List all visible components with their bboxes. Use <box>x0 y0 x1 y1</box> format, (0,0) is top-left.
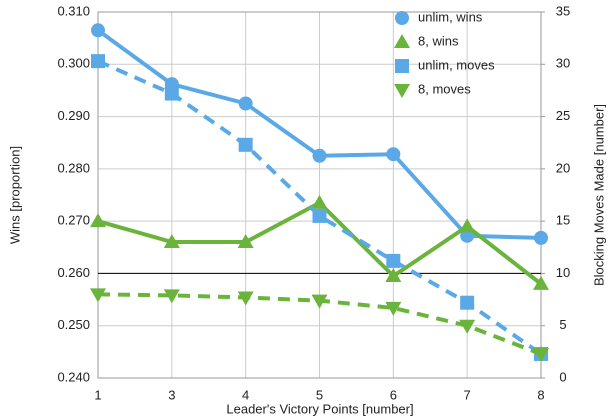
y2-tick-label: 20 <box>556 160 570 175</box>
marker <box>238 96 253 111</box>
y-tick-label: 0.290 <box>57 108 90 123</box>
marker <box>312 148 327 163</box>
marker <box>91 23 105 38</box>
marker <box>237 234 254 249</box>
marker <box>164 86 179 101</box>
x-axis-title: Leader's Victory Points [number] <box>226 401 413 416</box>
marker <box>163 234 180 249</box>
legend-label: unlim, wins <box>418 9 483 24</box>
marker <box>238 137 253 152</box>
marker <box>237 291 254 306</box>
legend-label: unlim, moves <box>418 57 495 72</box>
y2-axis-title: Blocking Moves Made [number] <box>591 104 606 286</box>
y2-tick-label: 25 <box>556 108 570 123</box>
x-tick-label: 4 <box>242 387 249 402</box>
marker <box>395 11 409 25</box>
y-tick-label: 0.300 <box>57 56 90 71</box>
y2-tick-label: 10 <box>556 265 570 280</box>
y-tick-label: 0.280 <box>57 160 90 175</box>
x-tick-label: 7 <box>464 387 471 402</box>
marker <box>385 268 402 283</box>
marker <box>459 319 476 334</box>
x-tick-label: 3 <box>168 387 175 402</box>
marker <box>311 294 328 309</box>
y-tick-label: 0.240 <box>57 369 90 384</box>
y2-tick-label: 5 <box>559 317 566 332</box>
marker <box>90 288 106 303</box>
marker <box>533 275 549 290</box>
y2-tick-label: 30 <box>556 56 570 71</box>
y-axis-title: Wins [proportion] <box>7 146 22 244</box>
x-tick-label: 1 <box>94 387 101 402</box>
y-tick-label: 0.270 <box>57 213 90 228</box>
y-tick-label: 0.310 <box>57 3 90 18</box>
y2-tick-label: 0 <box>559 369 566 384</box>
x-tick-label: 5 <box>316 387 323 402</box>
marker <box>90 213 106 228</box>
marker <box>91 54 105 69</box>
marker <box>459 218 476 233</box>
marker <box>386 147 401 162</box>
marker <box>394 84 410 98</box>
marker <box>533 347 549 362</box>
legend-label: 8, moves <box>418 81 471 96</box>
x-tick-label: 8 <box>537 387 544 402</box>
y2-tick-label: 15 <box>556 213 570 228</box>
y-tick-label: 0.250 <box>57 317 90 332</box>
marker <box>311 194 328 209</box>
marker <box>385 301 402 316</box>
marker <box>534 230 548 245</box>
legend-label: 8, wins <box>418 33 459 48</box>
marker <box>312 208 327 223</box>
y2-tick-label: 35 <box>556 3 570 18</box>
marker <box>460 295 475 310</box>
y-tick-label: 0.260 <box>57 265 90 280</box>
marker <box>386 253 401 268</box>
marker <box>163 289 180 304</box>
plot-frame <box>97 11 542 379</box>
marker <box>395 59 409 73</box>
x-tick-label: 6 <box>390 387 397 402</box>
marker <box>394 34 410 48</box>
